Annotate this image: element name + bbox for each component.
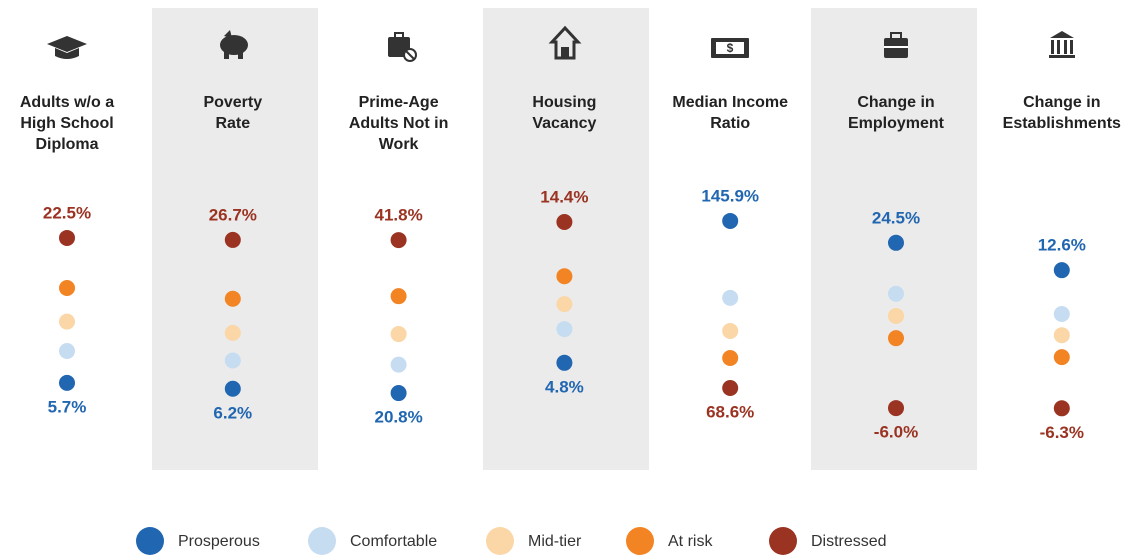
- banknote-icon: $: [711, 38, 749, 58]
- dot: [390, 232, 407, 249]
- legend-swatch: [769, 527, 797, 555]
- dot: [556, 354, 573, 371]
- bank-icon: [1049, 31, 1075, 58]
- briefcase-no-icon: [388, 32, 417, 62]
- dot: [556, 268, 573, 285]
- legend-label: Distressed: [811, 533, 887, 550]
- dot: [224, 231, 241, 248]
- dot: [390, 326, 407, 343]
- value-label: 145.9%: [701, 186, 759, 205]
- house-icon: [548, 25, 582, 60]
- column-title: Ratio: [710, 115, 750, 132]
- column-title: Prime-Age: [359, 94, 439, 111]
- dot: [224, 352, 241, 369]
- column-band: [483, 8, 649, 470]
- legend-label: At risk: [668, 533, 713, 550]
- value-label: 4.8%: [545, 377, 584, 396]
- column-title: Adults w/o a: [20, 94, 114, 111]
- column-title: Adults Not in: [349, 115, 449, 132]
- column-title: Change in: [1023, 94, 1100, 111]
- dot: [888, 400, 904, 417]
- value-label: 5.7%: [48, 397, 87, 416]
- value-label: 41.8%: [374, 206, 422, 225]
- column-title: Change in: [857, 94, 934, 111]
- dot: [390, 288, 407, 305]
- column-title: High School: [20, 115, 113, 132]
- column-title: Vacancy: [532, 115, 596, 132]
- dot: [722, 322, 739, 339]
- value-label: -6.0%: [874, 423, 918, 442]
- dot: [59, 342, 75, 359]
- column-title: Diploma: [35, 136, 98, 153]
- dot: [1053, 400, 1070, 417]
- column-title: Housing: [532, 94, 596, 111]
- dot: [1053, 327, 1070, 344]
- dot: [888, 285, 904, 302]
- legend-label: Mid-tier: [528, 533, 582, 550]
- column-title: Establishments: [1003, 115, 1121, 132]
- dot: [1053, 262, 1070, 279]
- piggy-icon: [220, 30, 248, 59]
- dot: [224, 290, 241, 307]
- column-title: Rate: [215, 115, 250, 132]
- dot: [888, 234, 904, 251]
- legend-swatch: [308, 527, 336, 555]
- value-label: 12.6%: [1038, 236, 1086, 255]
- dot: [1053, 349, 1070, 366]
- value-label: 6.2%: [213, 403, 252, 422]
- column-bands: [152, 8, 977, 470]
- value-label: 20.8%: [374, 408, 422, 427]
- dot: [722, 289, 739, 306]
- svg-text:$: $: [727, 41, 734, 55]
- dot: [888, 330, 904, 347]
- icons: $: [47, 25, 1075, 62]
- legend-swatch: [486, 527, 514, 555]
- legend-swatch: [626, 527, 654, 555]
- legend-label: Comfortable: [350, 533, 437, 550]
- dot: [59, 280, 75, 296]
- column-title: Employment: [848, 115, 945, 132]
- value-label: 68.6%: [706, 403, 754, 422]
- value-label: -6.3%: [1040, 423, 1084, 442]
- dot: [390, 385, 407, 402]
- dot: [722, 212, 739, 229]
- dot: [1053, 306, 1070, 323]
- dot: [556, 214, 573, 230]
- dot: [59, 374, 75, 391]
- dot: [888, 307, 904, 324]
- column-title: Work: [379, 136, 419, 153]
- value-label: 14.4%: [540, 187, 588, 206]
- legend-label: Prosperous: [178, 533, 260, 550]
- legend-swatch: [136, 527, 164, 555]
- briefcase-icon: [884, 32, 908, 58]
- dot: [722, 380, 739, 397]
- column-title: Poverty: [203, 94, 262, 111]
- dot: [390, 356, 407, 373]
- value-label: 22.5%: [43, 203, 91, 222]
- dot: [59, 229, 75, 246]
- dot: [556, 296, 573, 313]
- dot: [224, 324, 241, 341]
- dot: [224, 380, 241, 397]
- dot: [59, 313, 75, 330]
- cap-icon: [47, 36, 87, 59]
- value-label: 24.5%: [872, 208, 920, 227]
- column-title: Median Income: [672, 94, 788, 111]
- dot: [722, 349, 739, 366]
- dot: [556, 321, 573, 338]
- value-label: 26.7%: [209, 205, 257, 224]
